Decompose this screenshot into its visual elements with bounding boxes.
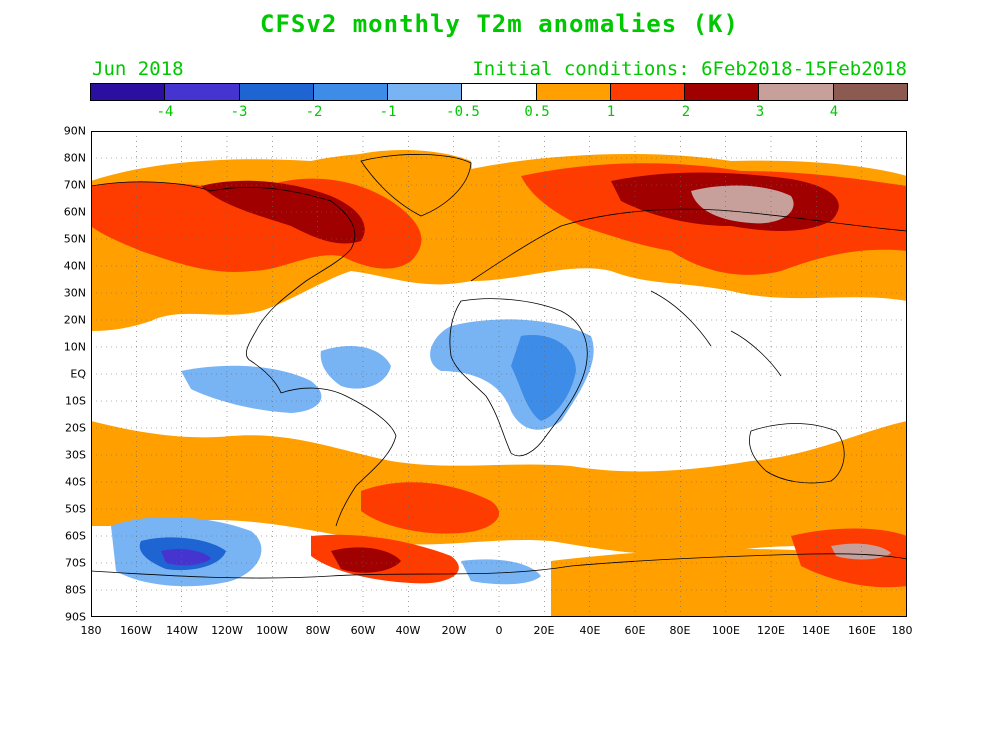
map-frame <box>91 131 907 617</box>
initial-conditions: Initial conditions: 6Feb2018-15Feb2018 <box>472 58 907 80</box>
lat-label: 10S <box>65 394 86 408</box>
lat-label: 40N <box>63 259 86 273</box>
lon-label: 160W <box>120 624 152 637</box>
anomaly-map <box>91 131 907 617</box>
colorbar-swatch <box>239 84 314 100</box>
lon-label: 80E <box>669 624 691 637</box>
colorbar-label: 3 <box>755 104 765 120</box>
anomaly-warm-canada-darkred <box>201 180 365 244</box>
lon-label: 100W <box>256 624 288 637</box>
lat-label: 90S <box>65 610 86 624</box>
colorbar-swatch <box>91 84 166 100</box>
colorbar-swatch <box>313 84 389 100</box>
anomaly-warm-greenland <box>351 149 472 211</box>
lon-label: 60E <box>624 624 646 637</box>
colorbar-label: 2 <box>681 104 691 120</box>
lat-label: 30S <box>65 448 86 462</box>
lat-label: EQ <box>70 367 86 381</box>
colorbar-swatch <box>610 84 686 100</box>
coastline-antarctica <box>91 553 907 579</box>
lon-label: 140W <box>166 624 198 637</box>
anomaly-cool-africa-core <box>511 335 576 421</box>
lon-label: 120E <box>757 624 785 637</box>
lat-label: 40S <box>65 475 86 489</box>
lat-label: 60S <box>65 529 86 543</box>
lon-label: 40E <box>579 624 601 637</box>
forecast-month: Jun 2018 <box>92 58 184 80</box>
colorbar <box>90 83 908 101</box>
coastline-greenland <box>360 154 472 217</box>
coastline-eurasia <box>470 208 907 377</box>
colorbar-label: -4 <box>156 104 174 120</box>
lon-label: 180 <box>80 624 102 637</box>
lat-label: 60N <box>63 205 86 219</box>
colorbar-swatch <box>165 84 240 100</box>
lat-label: 80S <box>65 583 86 597</box>
graticule <box>91 131 907 617</box>
coastline-south-america <box>280 387 397 527</box>
anomaly-warm-sh-red <box>361 482 500 534</box>
colorbar-label: -3 <box>230 104 248 120</box>
anomaly-cool-atlantic <box>320 346 391 389</box>
lon-label: 0 <box>495 624 503 637</box>
coastlines <box>91 154 907 579</box>
colorbar-swatch <box>759 84 834 100</box>
coastline-africa <box>449 298 588 457</box>
anomaly-warm-antarctic-darkred <box>331 547 401 573</box>
colorbar-label: 1 <box>606 104 616 120</box>
colorbar-label: -2 <box>305 104 323 120</box>
lat-label: 50S <box>65 502 86 516</box>
lon-label: 100E <box>712 624 740 637</box>
colorbar-label: -1 <box>379 104 397 120</box>
lon-label: 20E <box>533 624 555 637</box>
coastline-australia <box>749 423 845 484</box>
lon-label: 40W <box>395 624 421 637</box>
lon-label: 20W <box>441 624 467 637</box>
lat-label: 50N <box>63 232 86 246</box>
coastline-north-america <box>91 181 356 394</box>
anomaly-cool-southern-ocean-deep <box>161 548 211 566</box>
colorbar-swatch <box>536 84 611 100</box>
lat-label: 80N <box>63 151 86 165</box>
colorbar-swatch <box>388 84 463 100</box>
lat-label: 10N <box>63 340 86 354</box>
colorbar-label: 4 <box>829 104 839 120</box>
colorbar-label: 0.5 <box>524 104 550 120</box>
lon-label: 180 <box>891 624 913 637</box>
lat-label: 90N <box>63 124 86 138</box>
lon-label: 160E <box>848 624 876 637</box>
colorbar-label: -0.5 <box>446 104 480 120</box>
lon-label: 120W <box>211 624 243 637</box>
colorbar-swatch <box>833 84 907 100</box>
colorbar-swatch <box>685 84 760 100</box>
lat-label: 20S <box>65 421 86 435</box>
lon-label: 80W <box>305 624 331 637</box>
anomaly-warm-sh-band <box>91 421 907 556</box>
lon-label: 60W <box>350 624 376 637</box>
anomaly-cool-weddell <box>461 559 541 585</box>
map-title: CFSv2 monthly T2m anomalies (K) <box>260 10 739 38</box>
lat-label: 30N <box>63 286 86 300</box>
lat-label: 70N <box>63 178 86 192</box>
colorbar-swatch <box>462 84 537 100</box>
lat-label: 20N <box>63 313 86 327</box>
lon-label: 140E <box>802 624 830 637</box>
lat-label: 70S <box>65 556 86 570</box>
anomaly-warm-siberia-brown <box>691 185 794 224</box>
